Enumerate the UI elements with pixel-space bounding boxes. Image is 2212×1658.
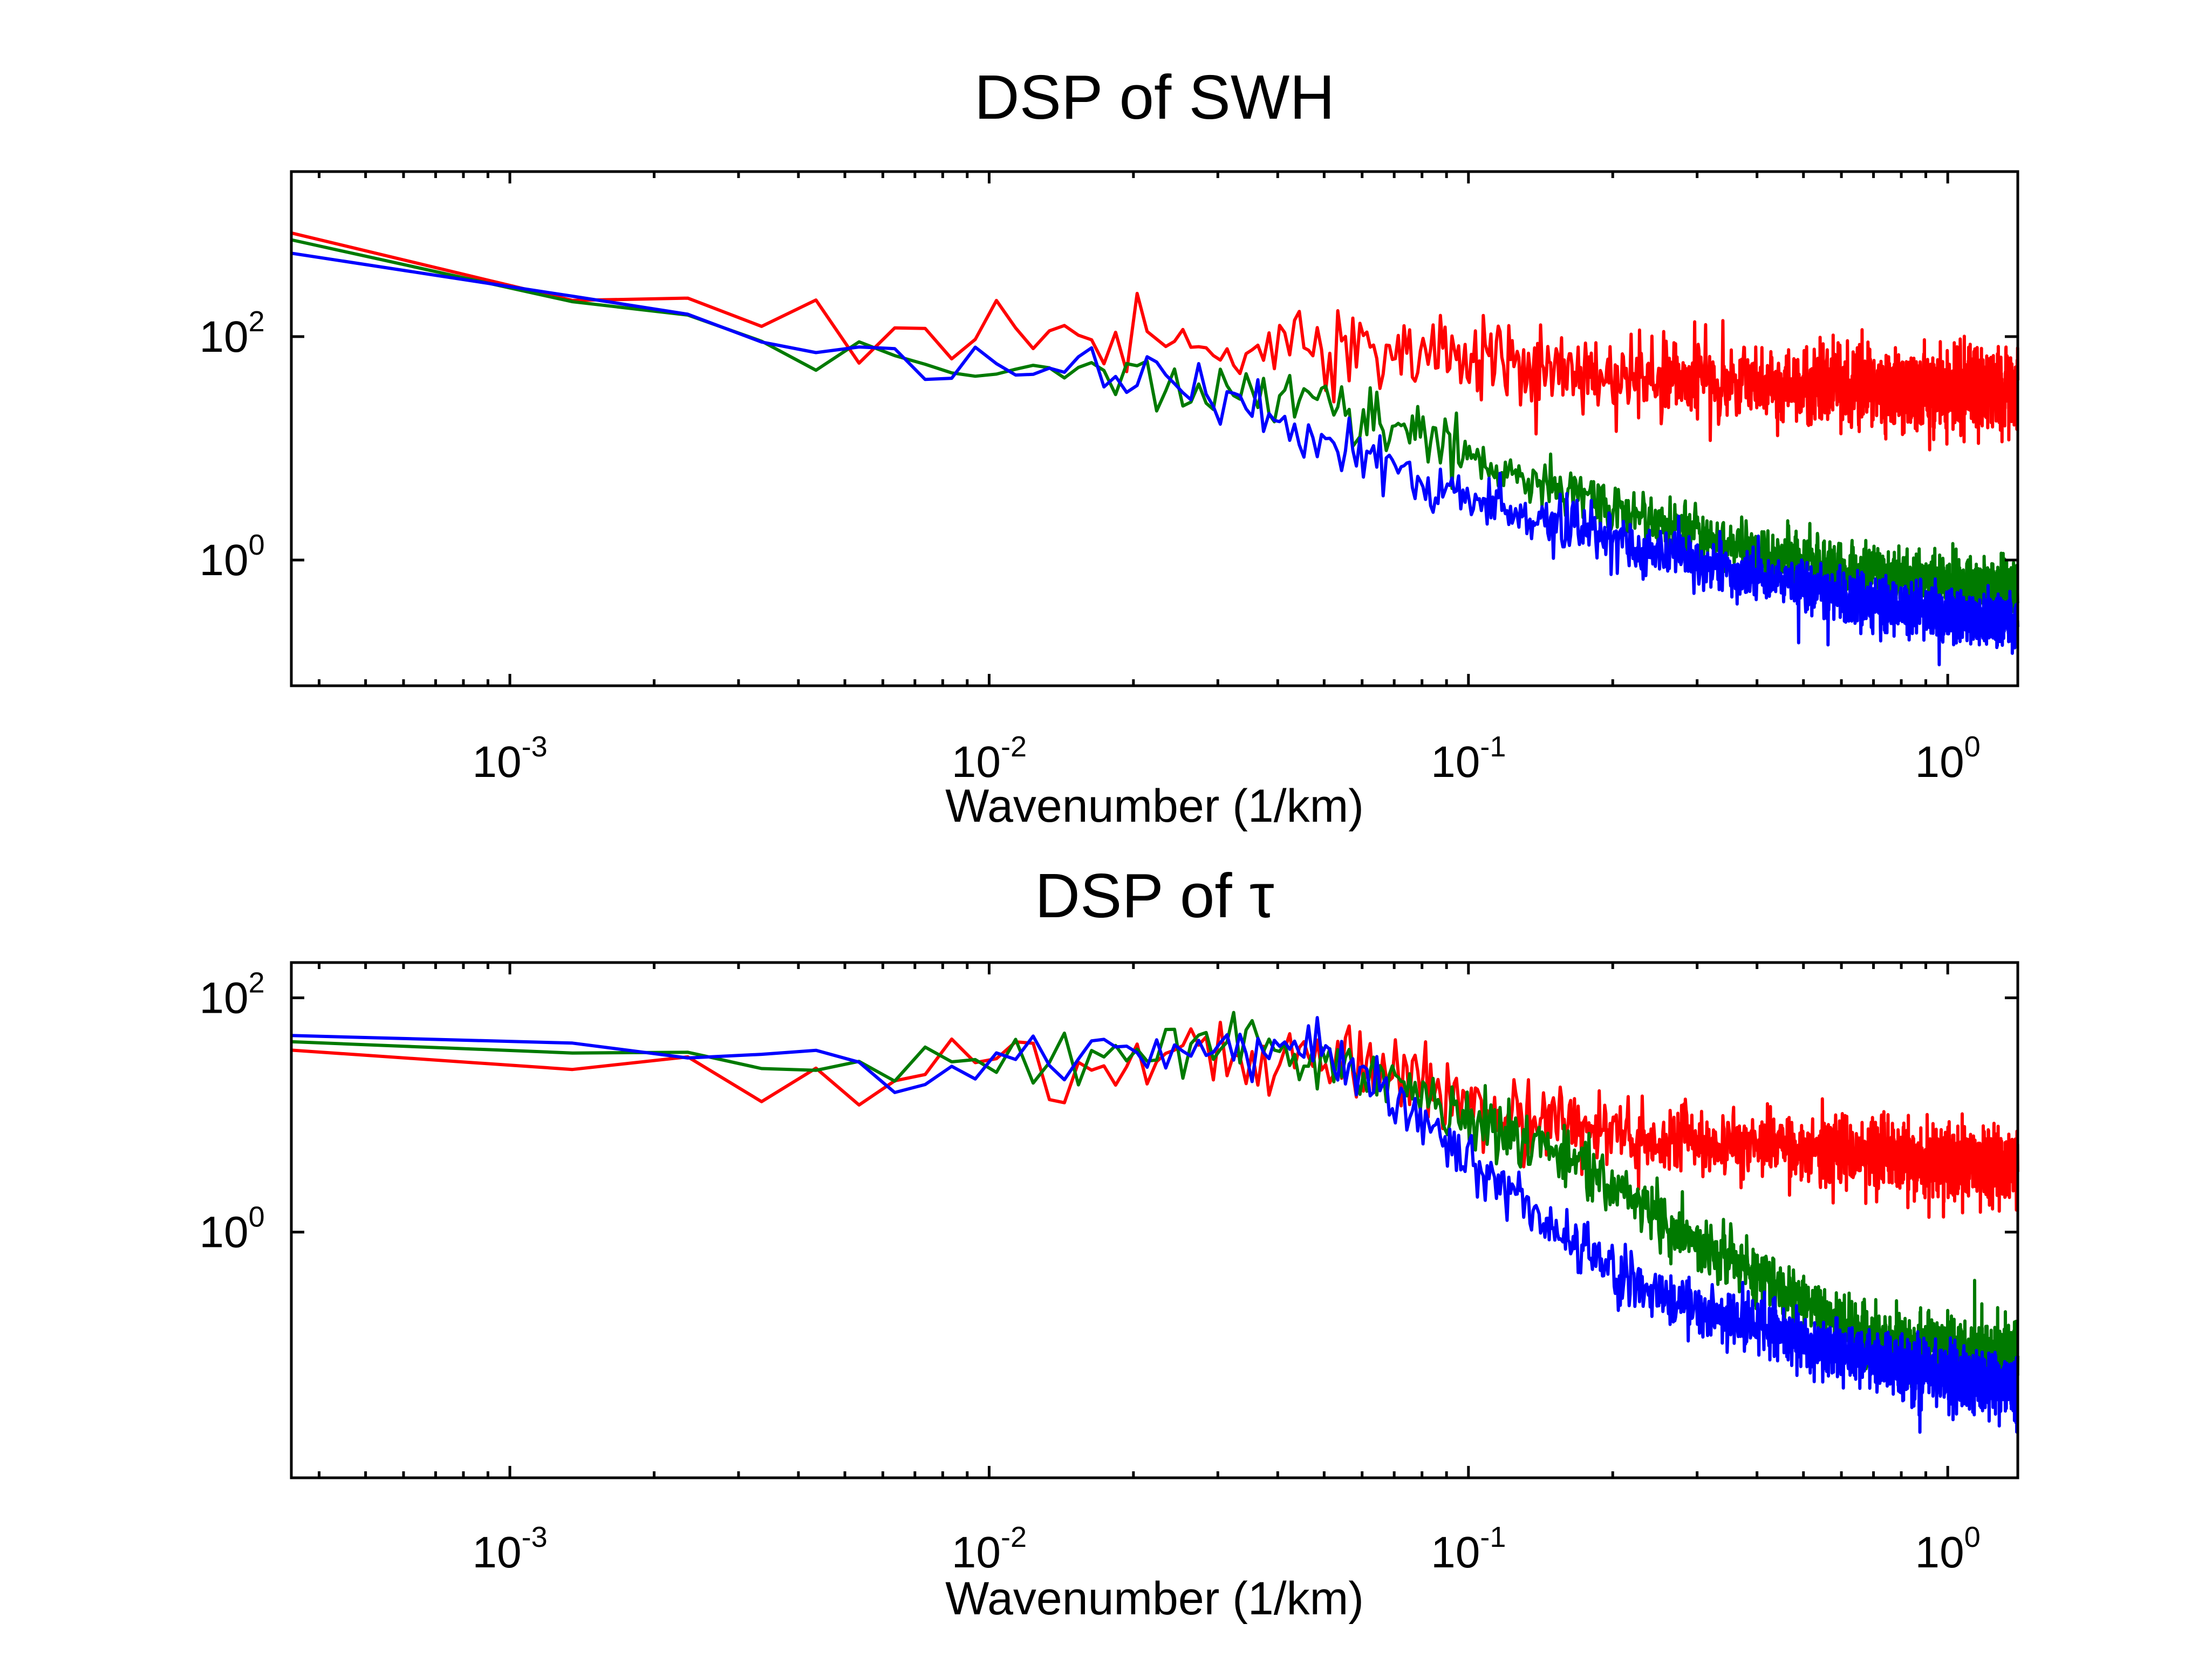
y-ticks-swh: 100 102 bbox=[199, 305, 2018, 585]
axes-frame-swh bbox=[290, 170, 2019, 687]
x-tick-label-tau: 10-3 bbox=[472, 1521, 547, 1577]
series-red-line-swh bbox=[291, 231, 2019, 452]
x-axis-label-tau: Wavenumber (1/km) bbox=[945, 1573, 1364, 1625]
chart-title-swh: DSP of SWH bbox=[974, 62, 1335, 132]
y-tick-label-swh: 102 bbox=[199, 305, 264, 361]
x-tick-label-tau: 100 bbox=[1915, 1521, 1981, 1577]
y-tick-label-tau: 100 bbox=[199, 1201, 264, 1257]
x-tick-label-tau: 10-1 bbox=[1431, 1521, 1506, 1577]
y-tick-label-swh: 100 bbox=[199, 529, 264, 585]
series-layer-tau bbox=[291, 1011, 2019, 1434]
chart-title-tau: DSP of τ bbox=[1035, 861, 1274, 931]
x-tick-label-swh: 10-3 bbox=[472, 731, 547, 787]
series-layer-swh bbox=[291, 231, 2019, 666]
x-tick-label-swh: 100 bbox=[1915, 731, 1981, 787]
series-green-line-tau bbox=[291, 1011, 2019, 1405]
y-ticks-tau: 100 102 bbox=[199, 966, 2018, 1257]
series-blue-line-tau bbox=[291, 1016, 2019, 1434]
x-ticks-swh: 10-3 10-2 10-1 100 bbox=[318, 172, 1981, 787]
x-axis-label-swh: Wavenumber (1/km) bbox=[945, 780, 1364, 832]
series-red-line-tau bbox=[291, 1020, 2019, 1219]
x-tick-label-swh: 10-2 bbox=[952, 731, 1027, 787]
x-tick-label-swh: 10-1 bbox=[1431, 731, 1506, 787]
y-tick-label-tau: 102 bbox=[199, 966, 264, 1022]
axes-frame-tau bbox=[290, 961, 2019, 1479]
x-ticks-tau: 10-3 10-2 10-1 100 bbox=[318, 963, 1981, 1577]
series-blue-line-swh bbox=[291, 251, 2019, 666]
panel-swh: DSP of SWH 10-3 10-2 10-1 100 100 102 Wavenu… bbox=[199, 62, 2019, 832]
panel-tau: DSP of τ 10-3 10-2 10-1 100 100 102 Wavenumb… bbox=[199, 861, 2019, 1625]
x-tick-label-tau: 10-2 bbox=[952, 1521, 1027, 1577]
